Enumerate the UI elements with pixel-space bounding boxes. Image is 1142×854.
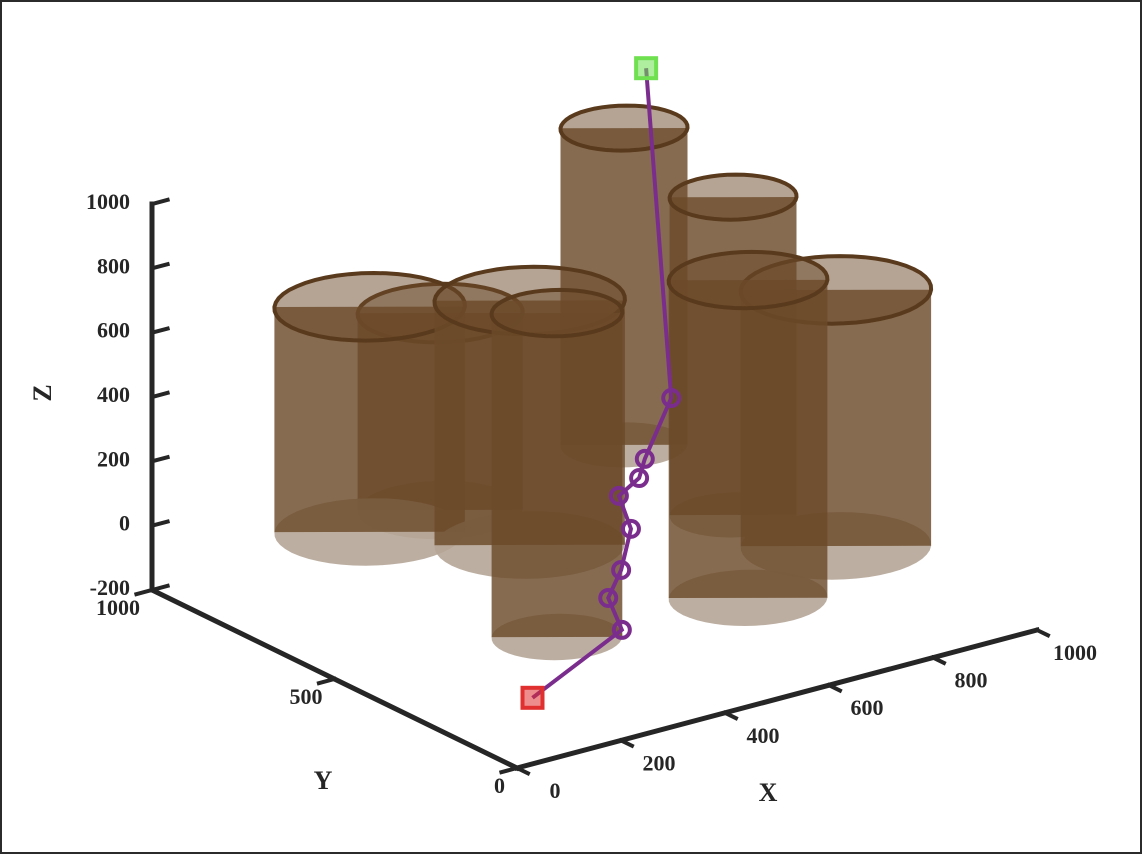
z-tick-label: 400 [97,382,130,407]
cylinder-top [558,103,690,153]
x-tick-label: 0 [550,778,561,803]
x-tick-label: 1000 [1053,640,1097,665]
z-tick [149,261,171,271]
waypoint [611,619,632,640]
cylinder-side [274,306,465,533]
waypoint [661,388,682,409]
waypoint [611,559,632,580]
z-tick-label: 600 [97,318,130,343]
x-tick-label: 400 [747,723,780,748]
y-tick-label: 0 [494,773,505,798]
cylinder-side [668,279,828,598]
x-tick-label: 600 [851,695,884,720]
x-tick [826,682,843,694]
y-tick-label: 1000 [96,595,140,620]
z-tick [149,454,171,464]
x-tick-label: 200 [643,750,676,775]
waypoint [620,518,641,539]
waypoint [634,448,655,469]
cylinder-side [491,313,623,638]
waypoint [629,468,650,489]
x-tick [618,737,635,749]
z-tick-label: -200 [90,575,130,600]
path-line [531,68,674,700]
x-tick [722,710,739,721]
waypoint [598,587,619,608]
cylinder-top [489,287,625,339]
z-tick-label: 800 [97,253,130,278]
z-tick [149,519,171,529]
x-tick [930,654,947,666]
z-tick [149,390,171,400]
y-tick [316,676,337,686]
x-tick-label: 800 [955,668,988,693]
cylinder-top [666,249,830,311]
z-axis-label: Z [28,384,57,401]
y-tick [498,765,520,775]
y-axis-label: Y [314,766,333,795]
end-marker [634,56,659,81]
start-marker [520,685,545,710]
y-tick-label: 500 [290,684,323,709]
z-tick [149,326,171,336]
x-axis-label: X [759,778,778,807]
y-tick [133,587,155,597]
cylinder-top [667,172,799,222]
z-tick [149,583,171,593]
z-tick-label: 200 [97,446,130,471]
z-tick-label: 0 [119,511,130,536]
waypoint [608,485,629,506]
z-tick [149,197,171,207]
z-tick-label: 1000 [86,189,130,214]
x-tick [1034,627,1051,639]
x-axis-line [513,626,1041,772]
